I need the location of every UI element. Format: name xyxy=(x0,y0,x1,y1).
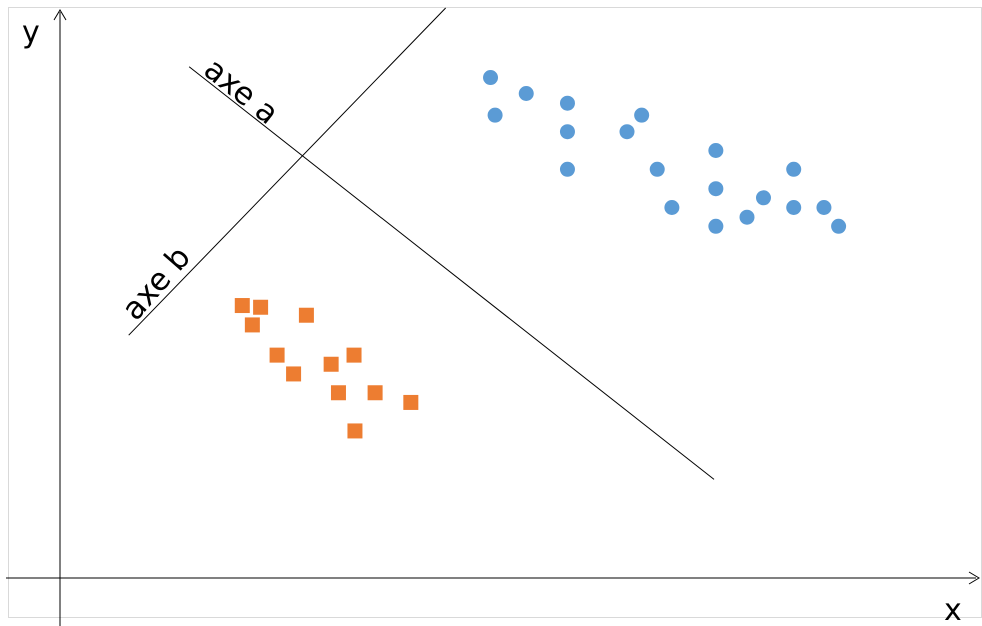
x-axis-label: x xyxy=(944,593,962,626)
blue-circle-point-17 xyxy=(816,200,832,215)
x-axis-arrow xyxy=(968,571,980,585)
blue-circle-point-13 xyxy=(739,209,755,225)
blue-circle-point-9 xyxy=(664,200,680,215)
orange-square-point-6 xyxy=(323,356,339,372)
blue-circle-point-1 xyxy=(487,107,503,123)
blue-circle-point-10 xyxy=(708,143,724,158)
y-axis-arrow xyxy=(53,9,67,21)
blue-circle-point-4 xyxy=(559,124,575,140)
orange-square-point-7 xyxy=(346,347,362,363)
blue-circle-point-6 xyxy=(619,124,635,140)
blue-circle-point-3 xyxy=(559,95,575,111)
blue-circle-point-14 xyxy=(755,190,771,206)
blue-circle-point-11 xyxy=(708,181,724,197)
axe-a-line xyxy=(188,66,715,480)
blue-circle-point-15 xyxy=(786,161,802,177)
blue-circle-point-18 xyxy=(831,218,847,234)
blue-circle-point-12 xyxy=(708,218,724,234)
orange-square-point-1 xyxy=(253,299,269,315)
blue-circle-point-7 xyxy=(634,107,650,123)
axe-b-line xyxy=(128,7,446,336)
axe-a-label: axe a xyxy=(197,51,285,132)
data-points xyxy=(234,70,847,439)
orange-square-point-10 xyxy=(347,423,363,439)
orange-square-point-4 xyxy=(269,347,285,363)
blue-circle-point-8 xyxy=(649,161,665,177)
orange-square-point-11 xyxy=(403,394,419,410)
orange-square-point-9 xyxy=(367,385,383,401)
blue-circle-point-5 xyxy=(559,161,575,177)
blue-circle-point-2 xyxy=(518,86,534,101)
blue-circle-point-16 xyxy=(786,200,802,215)
orange-square-point-3 xyxy=(298,307,314,323)
orange-square-point-2 xyxy=(244,317,260,333)
orange-square-point-8 xyxy=(330,385,346,401)
orange-square-point-5 xyxy=(286,366,302,382)
y-axis-label: y xyxy=(22,15,40,50)
blue-circle-point-0 xyxy=(483,70,499,86)
axe-b-label: axe b xyxy=(115,239,198,327)
orange-square-point-0 xyxy=(234,298,250,314)
